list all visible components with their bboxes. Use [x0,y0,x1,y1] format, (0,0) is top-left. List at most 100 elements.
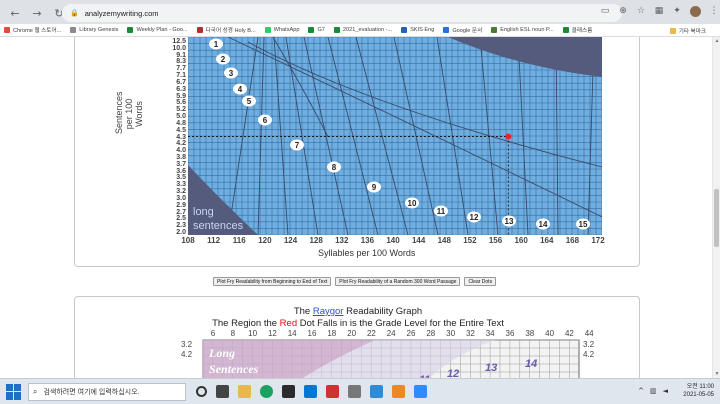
zoom-icon[interactable]: ⊕ [619,6,627,16]
x-tick-label: 164 [540,236,554,245]
taskbar: ⌕ 검색하려면 여기에 입력하십시오. ^ ▥ ◄ 오전 11:00 2021-… [0,378,720,404]
zoom-app-icon[interactable] [414,385,427,398]
y-tick-label: 3.2 [176,188,186,196]
y-tick-label: 5.2 [176,106,186,114]
raygor-x-tick: 34 [486,329,495,338]
raygor-x-tick: 42 [565,329,574,338]
grade-label: 6 [263,116,268,125]
bookmark-item[interactable]: 다국어 성경 Holy B... [196,26,256,34]
lock-icon: 🔒 [70,10,79,17]
windows-start-icon[interactable] [6,383,22,400]
menu-icon[interactable]: ⋮ [709,6,719,16]
raygor-region-label: Sentences [209,362,259,376]
scroll-thumb[interactable] [714,189,719,247]
y-tick-label: 3.6 [176,167,186,175]
raygor-grade-label: 11 [419,374,430,378]
long-sentences-label: sentences [193,220,244,232]
y-tick-label: 2.7 [176,208,186,216]
forward-icon[interactable]: → [32,7,42,20]
bookmark-item[interactable]: G7 [308,27,325,33]
boundary-curve [247,41,602,168]
plot-random-button[interactable]: Plot Fry Readability of a Random 300 Wor… [335,277,461,286]
address-bar[interactable]: 🔒 analyzemywriting.com [62,4,622,22]
network-icon[interactable]: ▥ [649,387,657,395]
grade-badge [216,53,230,65]
y-tick-label: 4.2 [176,140,186,148]
cortana-icon[interactable] [196,386,207,397]
raygor-link[interactable]: Raygor [312,306,344,317]
y-tick-label: 4.0 [176,147,186,155]
other-bookmarks[interactable]: 기타 북마크 [669,27,706,35]
raygor-x-tick: 10 [248,329,257,338]
scroll-down-icon[interactable]: ▼ [714,371,720,377]
grade-badge [405,197,419,209]
chevron-up-icon[interactable]: ^ [638,387,644,395]
app-icon[interactable] [282,385,295,398]
grade-badge [242,95,256,107]
extension-icon[interactable]: ▦ [654,6,664,16]
grade-label: 3 [229,69,234,78]
bookmark-icon [443,27,450,33]
raygor-graph: 6 8 10 12 14 16 18 20 22 24 26 28 30 32 34 36 38 40 42 44 3.… [181,329,595,378]
grade-badge [233,83,247,95]
ppt-icon[interactable] [326,385,339,398]
file-explorer-icon[interactable] [238,385,251,398]
scroll-up-icon[interactable]: ▲ [714,38,720,44]
mail-icon[interactable] [304,385,317,398]
scrollbar[interactable]: ▲ ▼ [712,37,720,378]
volume-icon[interactable]: ◄ [662,387,668,395]
puzzle-icon[interactable]: ✦ [673,6,681,16]
avatar[interactable] [690,6,701,17]
y-tick-label: 2.9 [176,201,186,209]
raygor-subtitle: The Region the Red Dot Falls in is the G… [212,318,504,329]
grade-boundary-line [273,37,289,235]
raygor-x-tick: 12 [268,329,277,338]
raygor-x-tick: 24 [387,329,396,338]
grade-badge [576,218,590,230]
word-icon[interactable] [370,385,383,398]
bookmark-item[interactable]: 클래스룸 [562,26,592,34]
raygor-y-tick-right: 4.2 [583,350,595,359]
raygor-y-tick: 3.2 [181,340,193,349]
bookmark-item[interactable]: SKIS Eng [401,27,434,33]
raygor-x-tick: 38 [525,329,534,338]
grade-badge [258,114,272,126]
back-icon[interactable]: ← [10,7,20,20]
plot-full-button[interactable]: Plot Fry Readability from Beginning to E… [213,277,332,286]
grade-badge [367,181,381,193]
bookmark-icon [308,27,315,33]
bookmark-item[interactable]: 2021_evaluation -... [333,27,392,33]
bookmark-item[interactable]: Library Genesis [70,27,118,33]
bookmark-item[interactable]: Weekly Plan - Goo... [127,27,188,33]
star-icon[interactable]: ☆ [636,6,646,16]
app2-icon[interactable] [392,385,405,398]
task-view-icon[interactable] [216,385,229,398]
bookmark-item[interactable]: English ESL noun P... [491,27,554,33]
grade-label: 10 [408,199,417,208]
cast-icon[interactable]: ▭ [600,6,610,16]
grade-label: 4 [238,85,243,94]
clear-dots-button[interactable]: Clear Dots [464,277,497,286]
y-tick-label: 3.8 [176,153,186,161]
bookmark-item[interactable]: Chrome 웹 스토어... [4,26,61,34]
y-tick-label: 7.1 [176,72,186,80]
chrome-icon[interactable] [260,385,273,398]
x-tick-label: 156 [488,236,503,245]
y-tick-label: 2.0 [176,229,186,236]
bookmark-item[interactable]: WhatsApp [264,27,299,33]
settings-icon[interactable] [348,385,361,398]
grade-badge [209,38,223,50]
reload-icon[interactable]: ↻ [54,7,64,20]
search-icon: ⌕ [33,386,38,396]
clock[interactable]: 오전 11:00 2021-05-05 [683,384,714,398]
x-tick-label: 116 [232,236,246,245]
grade-label: 11 [437,207,446,216]
grade-boundary-line [517,37,529,235]
raygor-y-tick-right: 3.2 [583,340,595,349]
bookmark-item[interactable]: Google 문서 [443,26,482,34]
y-tick-label: 6.3 [176,85,186,93]
bookmark-icon [196,27,203,33]
grade-boundary-line [227,37,259,235]
taskbar-search[interactable]: ⌕ 검색하려면 여기에 입력하십시오. [28,382,186,401]
grade-boundary-line [355,37,409,235]
